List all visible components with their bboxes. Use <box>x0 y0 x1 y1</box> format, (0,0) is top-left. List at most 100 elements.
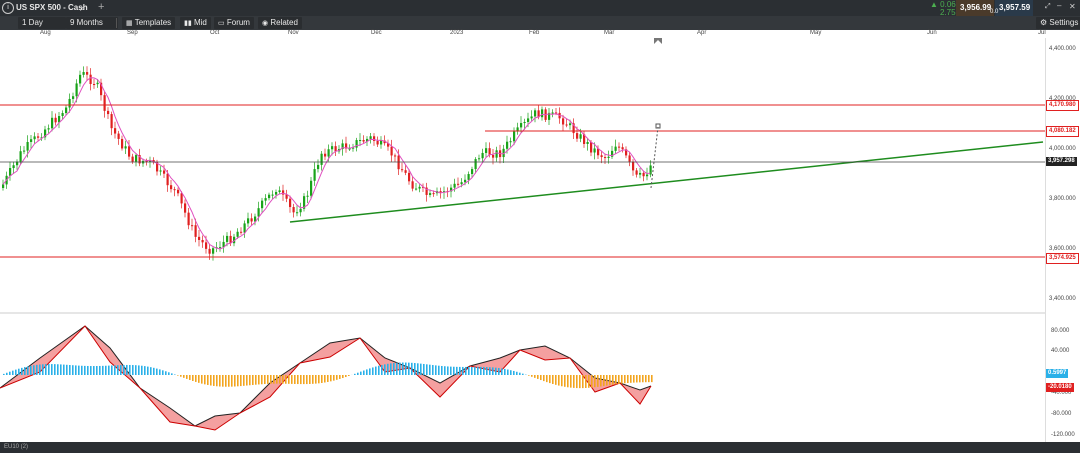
candle-body <box>107 110 110 115</box>
candle-body <box>145 160 148 162</box>
histogram-bar <box>444 366 446 375</box>
osc-tick: -120.000 <box>1051 432 1075 438</box>
interval-select[interactable]: 1 Day <box>18 17 66 29</box>
histogram-bar <box>402 362 404 375</box>
candle-body <box>82 72 85 75</box>
histogram-bar <box>84 365 86 375</box>
price-chart[interactable] <box>0 38 1045 442</box>
histogram-bar <box>99 365 101 375</box>
histogram-bar <box>633 375 635 383</box>
projection-handle[interactable] <box>655 123 661 129</box>
histogram-bar <box>333 375 335 381</box>
histogram-bar <box>213 375 215 386</box>
histogram-bar <box>600 375 602 387</box>
mid-button[interactable]: ▮▮ Mid <box>180 17 211 29</box>
bid-box[interactable]: 3,956.99 <box>956 0 994 16</box>
time-tick: Nov <box>288 30 299 36</box>
candle-body <box>537 110 540 118</box>
osc-tick: -80.000 <box>1051 411 1072 417</box>
histogram-bar <box>510 370 512 375</box>
forum-button[interactable]: ▭ Forum <box>214 17 254 29</box>
candle-body <box>471 169 474 175</box>
histogram-bar <box>195 375 197 382</box>
candle-body <box>222 241 225 248</box>
expand-icon[interactable]: ⤢ <box>1045 3 1051 10</box>
candle-body <box>135 155 138 162</box>
histogram-bar <box>204 375 206 385</box>
histogram-bar <box>327 375 329 382</box>
histogram-bar <box>210 375 212 386</box>
candle-body <box>621 147 624 150</box>
chart-toolbar: 1 Day 9 Months ▦ Templates ▮▮ Mid ▭ Foru… <box>0 16 1080 30</box>
oscillator-pane <box>0 325 653 431</box>
spread-value: 0.0 <box>990 9 999 15</box>
histogram-bar <box>318 375 320 384</box>
change-percent: ▲ 0.06% <box>930 0 963 9</box>
histogram-bar <box>447 366 449 375</box>
price-axis[interactable]: 4,400.000 4,200.000 4,000.000 3,800.000 … <box>1045 38 1080 442</box>
templates-button[interactable]: ▦ Templates <box>122 17 176 29</box>
candle-body <box>58 116 61 123</box>
info-icon[interactable]: i <box>2 2 14 14</box>
candle-body <box>51 117 54 129</box>
candle-body <box>37 136 40 138</box>
histogram-bar <box>606 375 608 386</box>
ask-box[interactable]: 3,957.59 <box>995 0 1033 16</box>
status-bar: EU10 (2) <box>0 442 1080 453</box>
histogram-bar <box>615 375 617 385</box>
time-tick: Sep <box>127 30 138 36</box>
histogram-bar <box>378 365 380 375</box>
gear-icon: ⚙ <box>1040 18 1048 27</box>
candle-body <box>229 235 232 244</box>
histogram-bar <box>540 375 542 381</box>
level-tag-mid: 4,080.182 <box>1046 126 1079 137</box>
histogram-bar <box>363 370 365 375</box>
histogram-bar <box>573 375 575 388</box>
scroll-marker-icon[interactable] <box>654 38 662 44</box>
candle-body <box>278 190 281 193</box>
histogram-bar <box>450 366 452 375</box>
candle-body <box>117 133 120 139</box>
candle-body <box>16 161 19 166</box>
histogram-bar <box>114 365 116 375</box>
plus-icon[interactable]: + <box>98 1 105 13</box>
close-icon[interactable]: ✕ <box>1069 2 1076 11</box>
histogram-bar <box>264 375 266 385</box>
candle-body <box>341 143 344 150</box>
candle-body <box>261 200 264 209</box>
histogram-bar <box>102 365 104 375</box>
histogram-bar <box>309 375 311 384</box>
price-tick: 4,400.000 <box>1049 46 1076 52</box>
related-button[interactable]: ◉ Related <box>258 17 302 29</box>
histogram-bar <box>534 375 536 378</box>
histogram-bar <box>81 365 83 375</box>
histogram-bar <box>339 375 341 379</box>
candle-body <box>611 150 614 157</box>
candle-body <box>460 182 463 185</box>
candle-body <box>488 148 491 156</box>
candle-body <box>194 225 197 237</box>
time-tick: Mar <box>604 30 615 36</box>
osc-value-b: -20.0180 <box>1046 383 1074 392</box>
histogram-bar <box>249 375 251 386</box>
histogram-bar <box>555 375 557 385</box>
settings-button[interactable]: ⚙ Settings <box>1036 17 1080 29</box>
minimize-icon[interactable]: – <box>1057 1 1062 10</box>
histogram-bar <box>432 365 434 375</box>
histogram-bar <box>414 363 416 375</box>
candle-body <box>317 164 320 170</box>
candle-body <box>523 121 526 124</box>
search-icon[interactable]: ⌕ <box>80 3 86 13</box>
histogram-bar <box>54 364 56 375</box>
range-select[interactable]: 9 Months <box>66 17 118 29</box>
trendline[interactable] <box>289 141 1044 223</box>
price-tick: 3,600.000 <box>1049 246 1076 252</box>
candle-body <box>411 181 414 189</box>
histogram-bar <box>159 369 161 375</box>
histogram-bar <box>477 366 479 375</box>
histogram-bar <box>141 365 143 375</box>
candle-body <box>9 168 12 176</box>
candle-body <box>33 136 36 140</box>
histogram-bar <box>453 366 455 375</box>
histogram-bar <box>486 367 488 375</box>
